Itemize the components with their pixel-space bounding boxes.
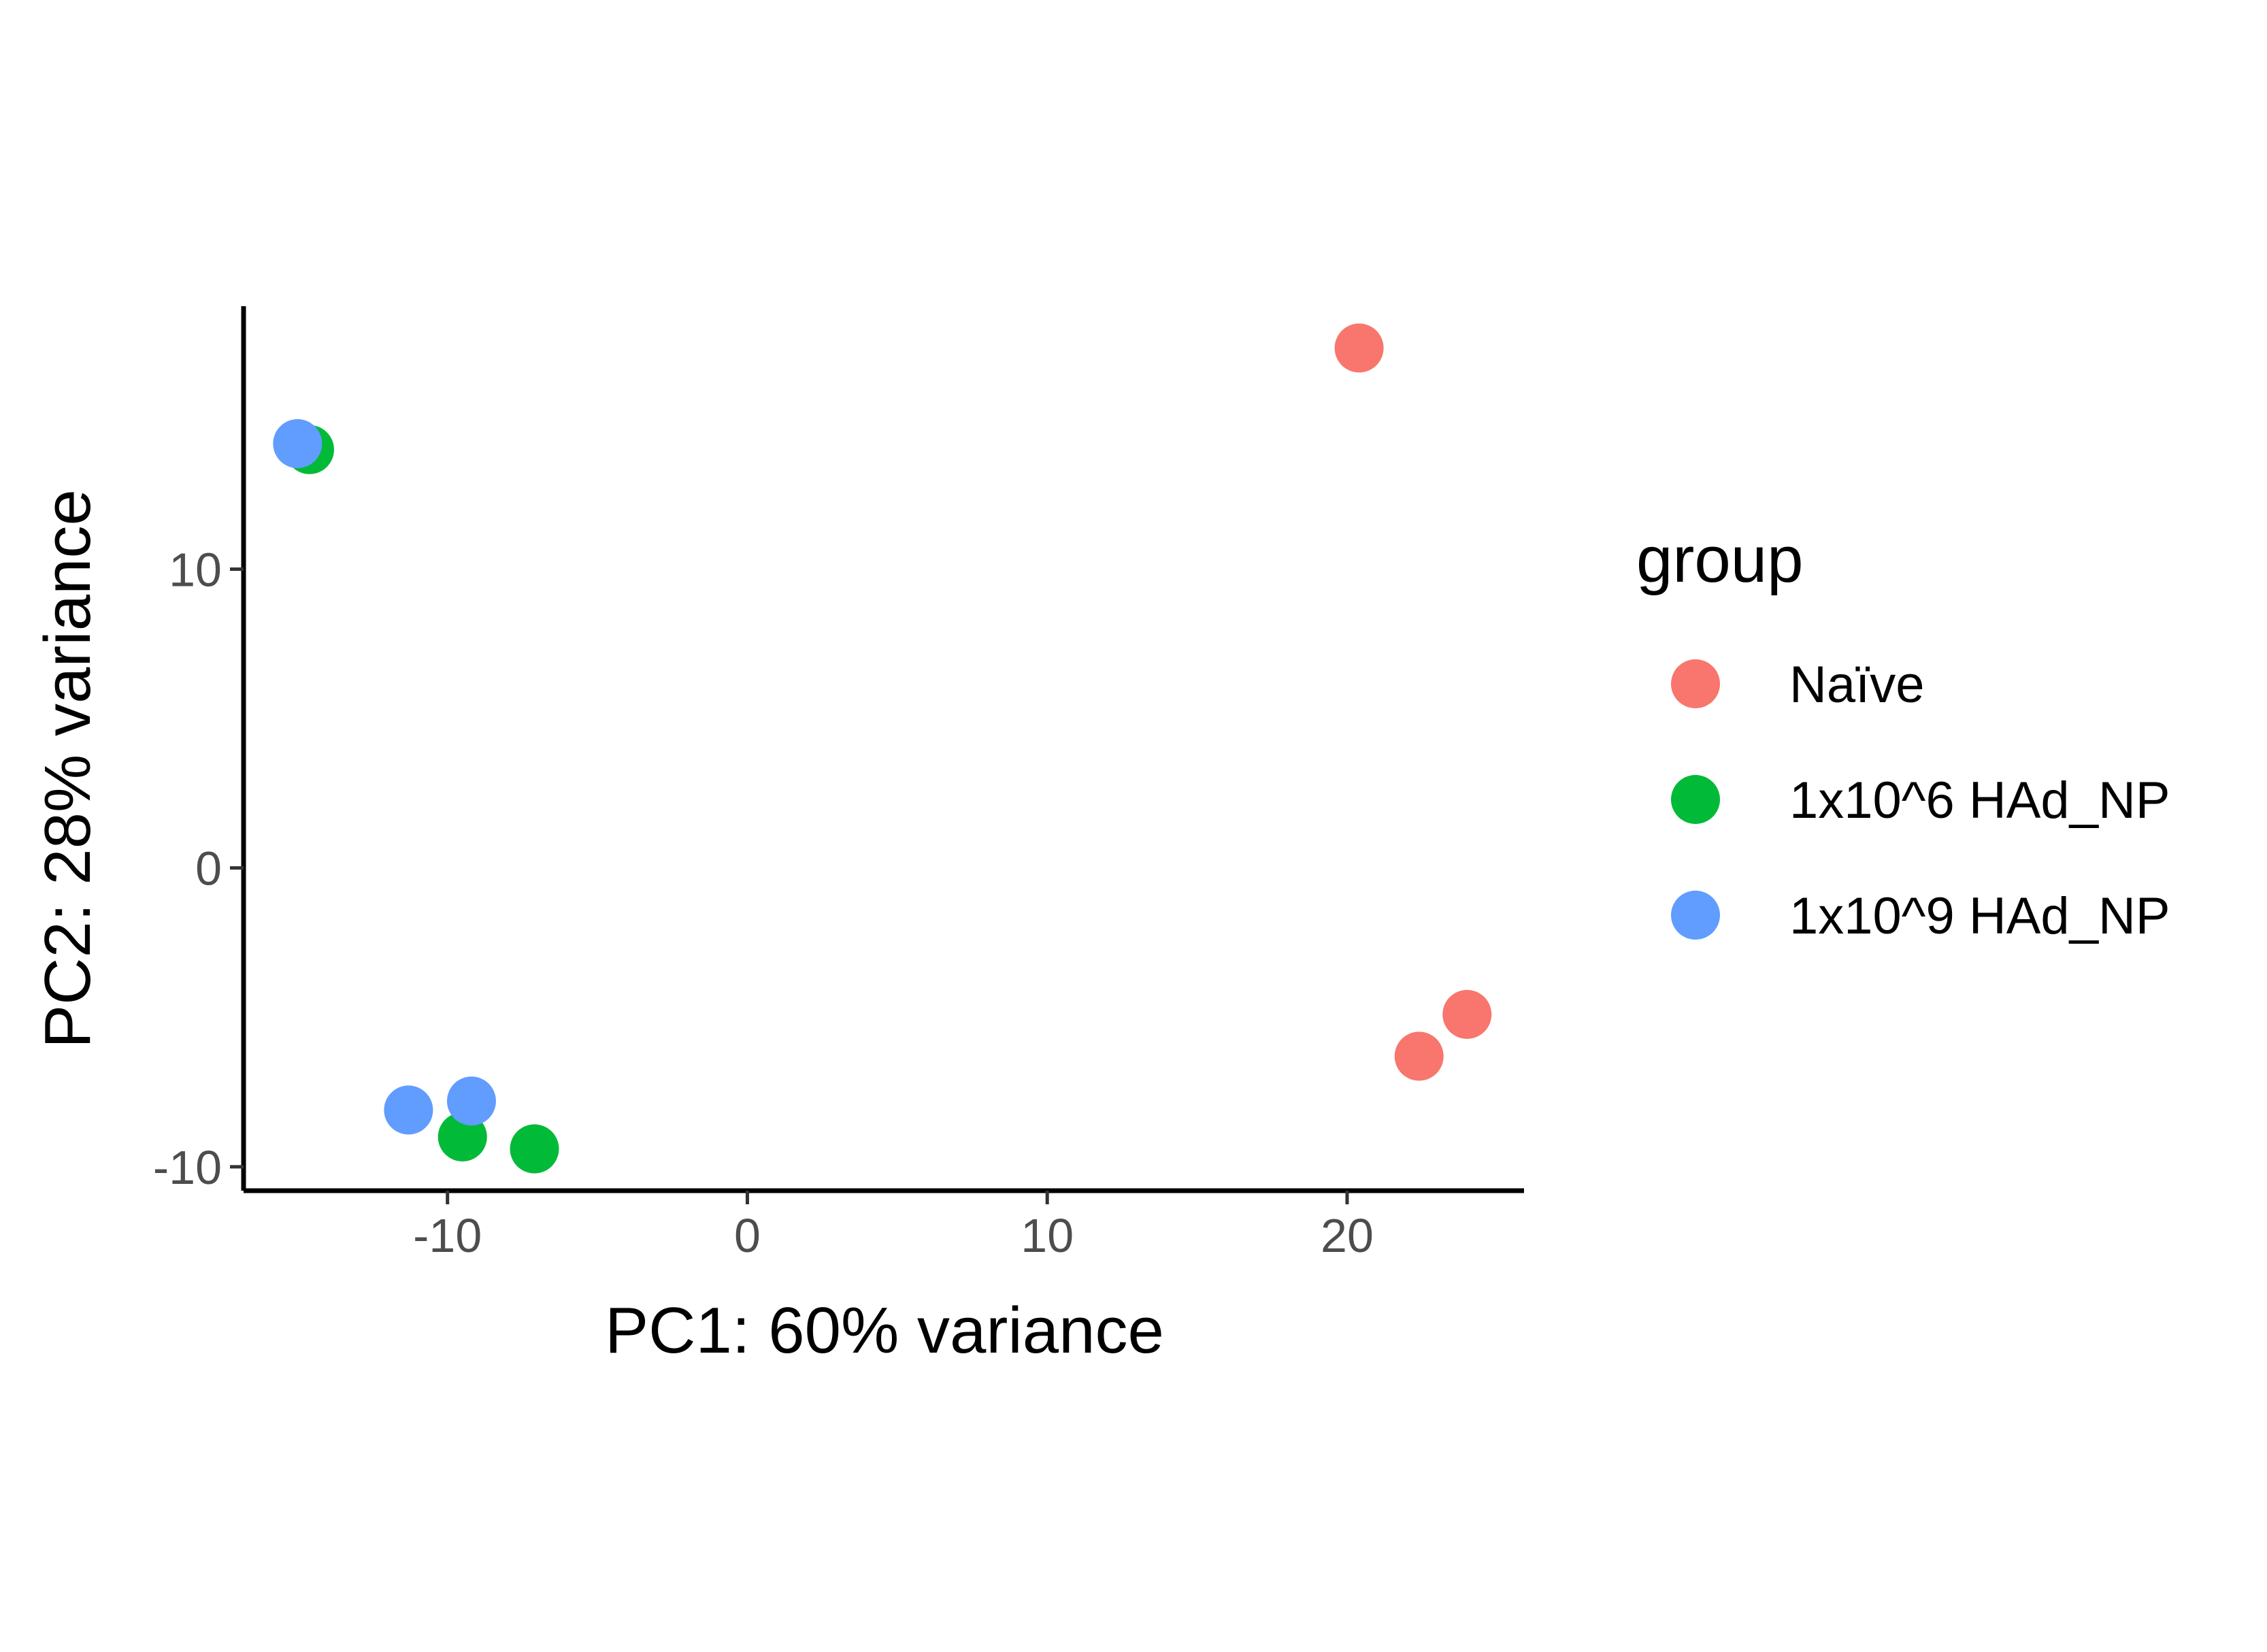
y-axis: -10 0 10 <box>153 306 246 1194</box>
data-point <box>446 1076 496 1126</box>
x-axis-title: PC1: 60% variance <box>605 1294 1164 1367</box>
legend-marker <box>1671 659 1720 708</box>
legend-label: Naïve <box>1789 656 1925 714</box>
data-point <box>1442 989 1492 1039</box>
legend-label: 1x10^6 HAd_NP <box>1789 772 2170 829</box>
legend-marker <box>1671 775 1720 824</box>
x-tick-label: -10 <box>413 1209 482 1262</box>
y-tick-label: 10 <box>169 543 222 596</box>
y-axis-title: PC2: 28% variance <box>31 489 104 1048</box>
legend-marker <box>1671 891 1720 940</box>
data-point <box>273 419 322 469</box>
y-tick-label: 0 <box>195 842 222 895</box>
x-tick-label: 20 <box>1321 1209 1374 1262</box>
legend-label: 1x10^9 HAd_NP <box>1789 887 2170 945</box>
data-point <box>510 1124 559 1174</box>
data-point <box>1394 1031 1444 1081</box>
legend: group Naïve 1x10^6 HAd_NP 1x10^9 HAd_NP <box>1636 523 2170 945</box>
plot-area <box>273 323 1492 1174</box>
legend-title: group <box>1636 523 1804 596</box>
x-tick-label: 0 <box>734 1209 761 1262</box>
y-tick-label: -10 <box>153 1141 222 1194</box>
x-axis: -10 0 10 20 <box>244 1188 1524 1262</box>
data-point <box>1334 323 1384 373</box>
data-point <box>384 1085 433 1135</box>
x-tick-label: 10 <box>1021 1209 1074 1262</box>
